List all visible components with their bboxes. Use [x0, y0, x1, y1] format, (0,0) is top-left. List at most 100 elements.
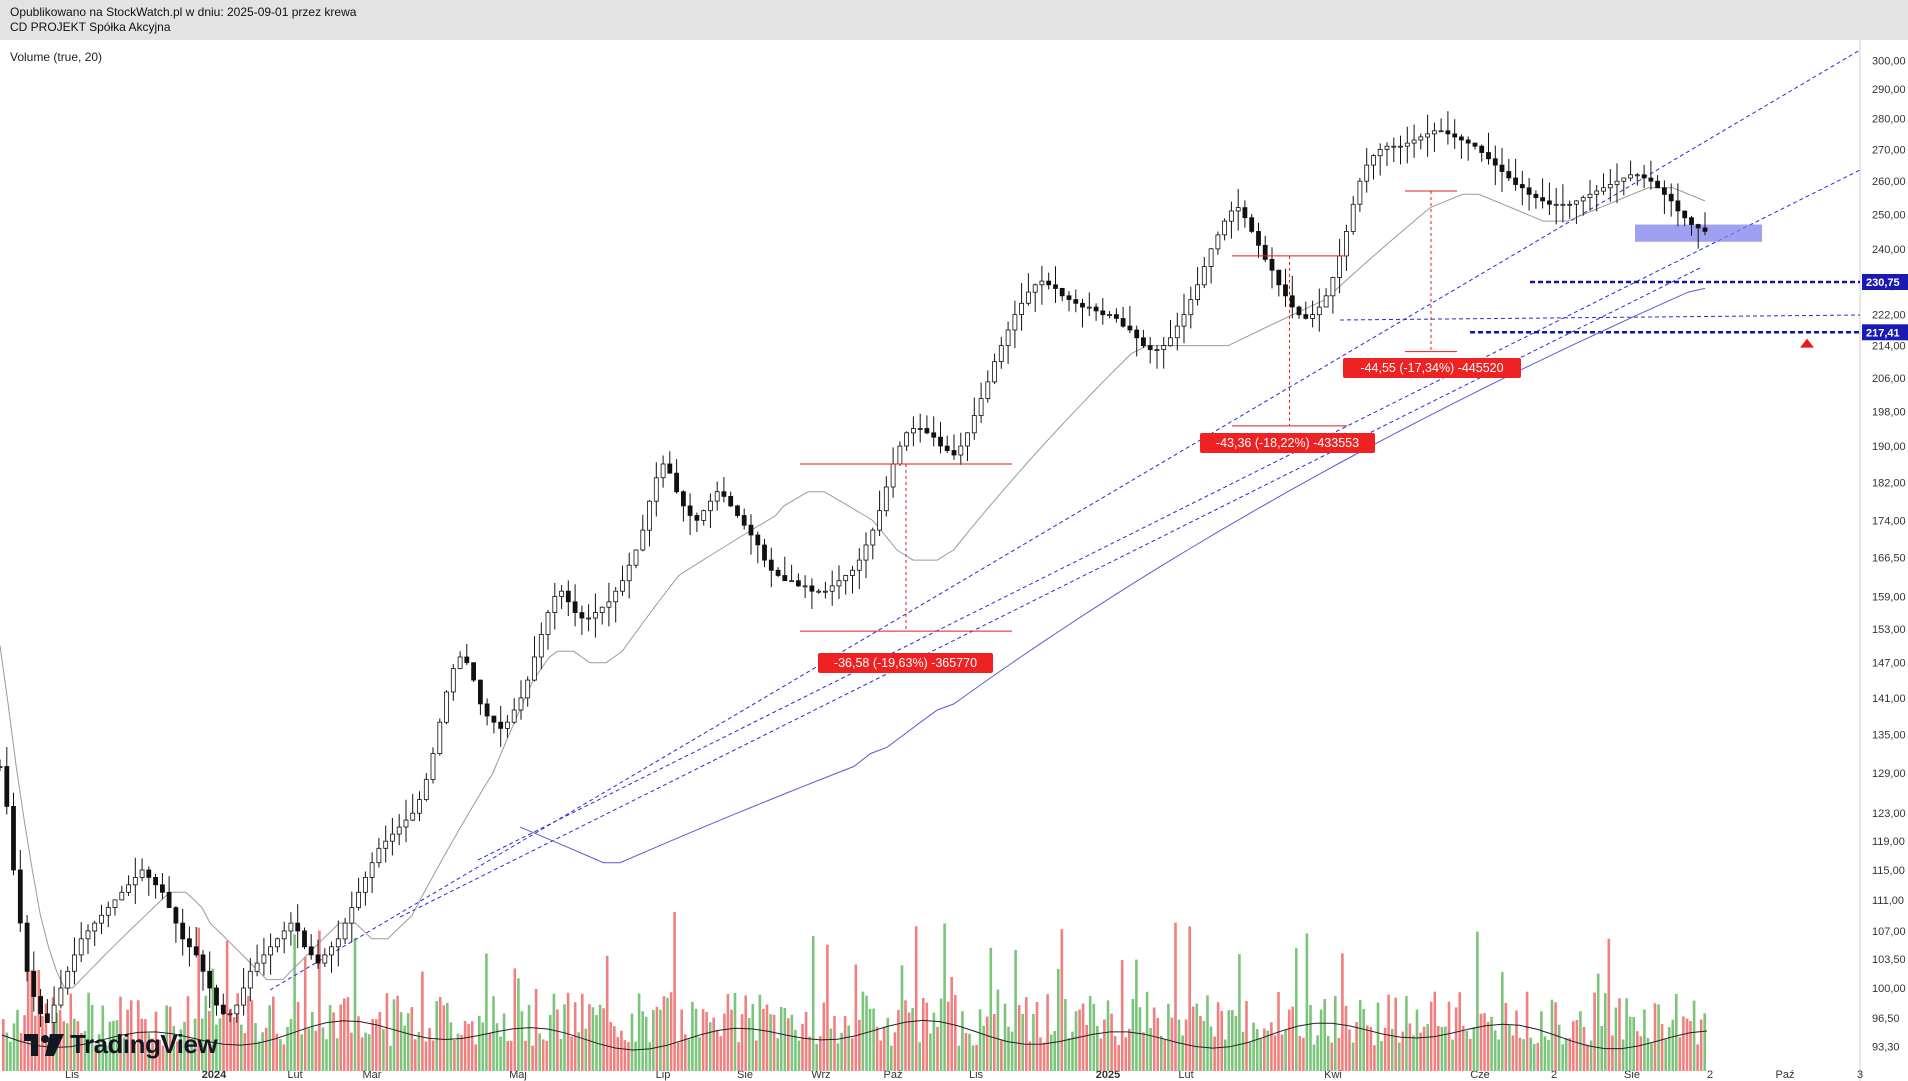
volume-bar	[879, 1040, 882, 1071]
volume-bar	[435, 1001, 438, 1071]
candle-body	[1249, 217, 1255, 232]
volume-bar	[1167, 1003, 1170, 1071]
volume-bar	[197, 927, 200, 1071]
candle-body	[1303, 314, 1309, 319]
volume-bar	[872, 1008, 875, 1071]
volume-bar	[1433, 991, 1437, 1071]
volume-bar	[357, 1016, 360, 1071]
candle-body	[58, 987, 64, 1006]
volume-bar	[591, 1007, 595, 1071]
volume-bar	[627, 1042, 630, 1071]
volume-bar	[541, 1039, 545, 1071]
volume-bar	[701, 1009, 705, 1071]
volume-bar	[335, 1038, 339, 1071]
volume-bar	[26, 945, 30, 1071]
volume-bar	[1195, 1003, 1199, 1071]
candle-body	[911, 428, 916, 434]
volume-bar	[1465, 1030, 1469, 1071]
candle-body	[119, 891, 125, 901]
price-tick-label: 240,00	[1872, 244, 1906, 256]
drawdown-label: -36,58 (-19,63%) -365770	[834, 656, 977, 670]
volume-bar	[1678, 1037, 1682, 1071]
volume-bar	[406, 1013, 410, 1071]
volume-bar	[1639, 1036, 1643, 1071]
volume-bar	[360, 1037, 364, 1071]
volume-bar	[1071, 1031, 1074, 1071]
volume-bar	[549, 1015, 552, 1071]
volume-bar	[691, 1001, 694, 1071]
volume-bar	[801, 1023, 804, 1071]
price-label-text: 217,41	[1866, 327, 1900, 339]
volume-bar	[755, 1040, 758, 1071]
candle-body	[1174, 325, 1180, 339]
volume-bar	[673, 912, 676, 1071]
volume-bar	[243, 1033, 247, 1071]
volume-bar	[669, 992, 673, 1071]
volume-bar	[328, 1005, 332, 1071]
alert-triangle-icon	[1800, 338, 1814, 348]
volume-bar	[1351, 1042, 1355, 1071]
tradingview-logo[interactable]: TradingView	[24, 1029, 218, 1060]
volume-bar	[1547, 1040, 1550, 1071]
volume-bar	[1248, 1042, 1252, 1071]
volume-bar	[1625, 998, 1628, 1071]
candle-body	[45, 1013, 50, 1023]
volume-bar	[623, 1040, 627, 1071]
volume-bar	[1394, 997, 1397, 1071]
candle-body	[31, 970, 37, 997]
volume-bar	[438, 997, 442, 1071]
volume-bar	[1515, 1010, 1518, 1071]
volume-bar	[154, 1011, 158, 1071]
volume-bar	[332, 1012, 335, 1071]
volume-bar	[261, 1032, 264, 1071]
candle-body	[335, 938, 341, 948]
candle-body	[1513, 177, 1518, 185]
volume-bar	[652, 1010, 655, 1071]
volume-bar	[403, 1025, 406, 1071]
candle-body	[836, 580, 842, 587]
candle-body	[931, 432, 937, 438]
volume-indicator-label[interactable]: Volume (true, 20)	[10, 50, 103, 64]
volume-bar	[190, 1039, 193, 1071]
candle-body	[674, 472, 679, 493]
time-tick-label: Lis	[65, 1069, 80, 1081]
volume-bar	[552, 993, 556, 1071]
candle-body	[958, 445, 964, 456]
volume-bar	[428, 1027, 431, 1071]
volume-bar	[399, 1012, 403, 1071]
volume-bar	[1646, 1037, 1650, 1071]
volume-bar	[1298, 1035, 1302, 1071]
tradingview-logo-icon	[24, 1033, 64, 1056]
candle-body	[288, 922, 294, 932]
volume-bar	[218, 1018, 222, 1071]
volume-bar	[1479, 1013, 1483, 1071]
volume-bar	[893, 1032, 897, 1071]
price-chart[interactable]: 300,00 290,00 280,00 270,00 260,00 250,00 240,…	[0, 40, 1908, 1081]
volume-bar	[147, 1033, 151, 1071]
volume-bar	[1540, 1011, 1543, 1071]
candle-body	[944, 445, 950, 452]
candle-body	[1560, 203, 1566, 206]
volume-bar	[730, 1009, 733, 1071]
volume-bar	[311, 1011, 314, 1071]
candle-body	[755, 534, 761, 546]
candle-body	[1276, 269, 1282, 286]
volume-bar	[865, 995, 868, 1071]
volume-bar	[961, 1011, 964, 1071]
volume-bar	[80, 1033, 83, 1071]
candle-body	[430, 753, 436, 780]
volume-bar	[666, 997, 669, 1071]
volume-bar	[1305, 933, 1309, 1071]
candle-body	[11, 806, 16, 871]
volume-bar	[382, 1029, 385, 1071]
volume-bar	[247, 996, 250, 1071]
volume-bar	[993, 1014, 996, 1071]
volume-bar	[868, 1008, 872, 1071]
volume-bar	[236, 993, 239, 1071]
volume-bar	[1263, 1028, 1266, 1071]
instrument-name: CD PROJEKT Spółka Akcyjna	[10, 20, 171, 34]
candle-body	[349, 907, 355, 924]
volume-bar	[1017, 1005, 1021, 1071]
volume-bar	[325, 1039, 328, 1071]
candle-body	[802, 585, 808, 588]
